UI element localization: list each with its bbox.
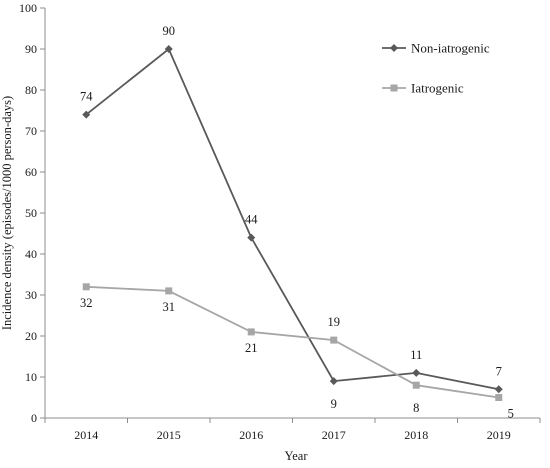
data-label: 32 [80, 296, 93, 310]
data-point [412, 381, 420, 389]
data-label: 31 [163, 300, 176, 314]
legend-item: Iatrogenic [382, 81, 464, 96]
y-tick-label: 10 [25, 370, 37, 384]
data-point [82, 283, 90, 291]
x-tick-label: 2017 [322, 428, 346, 442]
legend-marker [390, 44, 398, 52]
y-tick-label: 30 [25, 288, 37, 302]
series-line [85, 47, 499, 391]
legend-label: Non-iatrogenic [411, 41, 490, 56]
x-tick-label: 2016 [239, 428, 263, 442]
series-line [86, 285, 499, 399]
data-label: 5 [508, 407, 514, 421]
data-label: 21 [245, 341, 258, 355]
data-point [164, 45, 173, 53]
legend-item: Non-iatrogenic [382, 41, 490, 56]
data-point [329, 377, 338, 386]
x-tick-label: 2015 [157, 428, 181, 442]
x-axis-ticks: 2014 2015 2016 2017 2018 2019 [44, 418, 541, 442]
x-tick-label: 2014 [74, 428, 98, 442]
data-point [495, 394, 503, 401]
y-axis-ticks: 0 10 20 30 40 50 60 70 80 90 100 [19, 1, 45, 425]
y-tick-label: 50 [25, 206, 37, 220]
y-tick-label: 90 [25, 42, 37, 56]
y-tick-label: 70 [25, 124, 37, 138]
data-label: 7 [496, 364, 502, 378]
y-tick-label: 0 [31, 411, 37, 425]
x-axis-title: Year [284, 449, 308, 463]
y-tick-label: 100 [19, 1, 37, 15]
series-layer [82, 45, 503, 401]
data-label: 74 [80, 90, 93, 104]
y-tick-label: 20 [25, 329, 37, 343]
data-point [165, 287, 173, 295]
series-square-group [82, 283, 503, 401]
series-diamond-group [82, 45, 503, 394]
x-tick-label: 2018 [404, 428, 428, 442]
legend-marker [390, 84, 398, 92]
data-labels: 74 90 44 9 11 7 32 31 21 19 8 5 [80, 24, 514, 421]
x-tick-label: 2019 [487, 428, 511, 442]
data-label: 44 [245, 213, 258, 227]
data-point [247, 328, 255, 336]
data-label: 9 [331, 397, 337, 411]
data-label: 19 [328, 315, 341, 329]
data-label: 8 [413, 401, 419, 415]
data-label: 11 [410, 348, 422, 362]
data-point [412, 368, 421, 377]
data-label: 90 [163, 24, 176, 38]
y-axis-title: Incidence density (episodes/1000 person-… [0, 96, 14, 330]
data-point [494, 385, 503, 394]
legend: Non-iatrogenic Iatrogenic [382, 41, 490, 96]
y-tick-label: 80 [25, 83, 37, 97]
data-point [82, 110, 91, 119]
y-tick-label: 60 [25, 165, 37, 179]
data-point [330, 336, 338, 344]
data-point [247, 233, 256, 242]
y-tick-label: 40 [25, 247, 37, 261]
legend-label: Iatrogenic [411, 81, 464, 96]
